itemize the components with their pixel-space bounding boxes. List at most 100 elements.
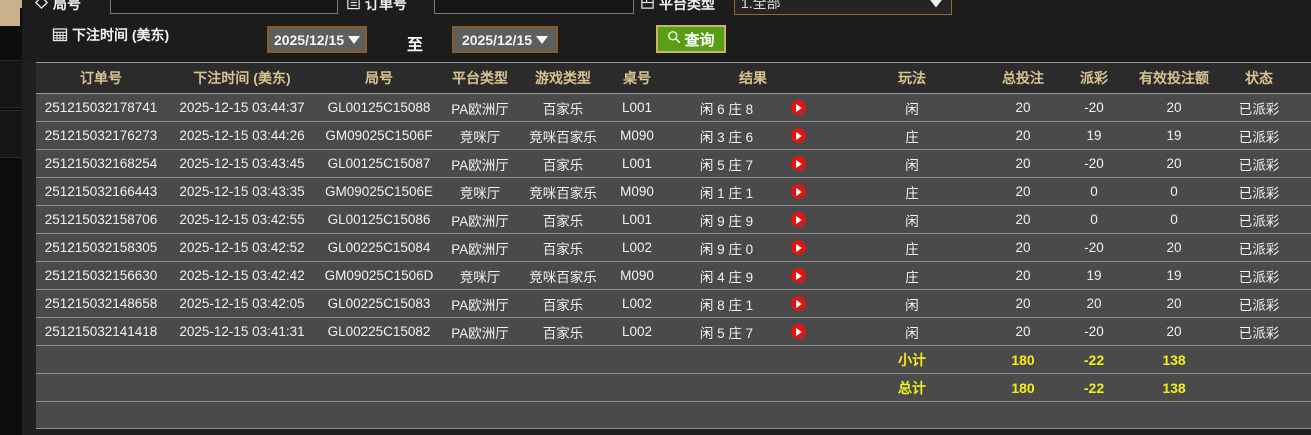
empty-cell (838, 401, 986, 429)
cell-valid-bet: 20 (1128, 149, 1220, 178)
col-header-status[interactable]: 状态 (1220, 62, 1298, 94)
play-result-icon[interactable] (791, 156, 807, 171)
cell-table-no: L001 (606, 205, 668, 234)
cell-platform: PA欧洲厅 (440, 289, 520, 318)
cell-order-no: 251215032148658 (36, 289, 166, 318)
col-header-valid-bet[interactable]: 有效投注额 (1128, 62, 1220, 94)
cell-total-bet: 20 (986, 205, 1060, 234)
summary-spacer-cell (668, 345, 838, 374)
col-header-game-type[interactable]: 游戏类型 (520, 62, 606, 94)
cell-round-no: GL00225C15084 (318, 233, 440, 262)
table-row[interactable]: 251215032176273 2025-12-15 03:44:26 GM0902… (36, 121, 1311, 150)
cell-game-type: 百家乐 (520, 233, 606, 262)
result-text: 闲 9 庄 9 (699, 213, 754, 229)
cell-table-no: M090 (606, 121, 668, 150)
col-header-bet-time[interactable]: 下注时间 (美东) (166, 62, 318, 94)
order-no-label-group: 订单号 (346, 0, 407, 14)
cell-order-no: 251215032176273 (36, 121, 166, 150)
cell-game-mode: 多台 (1298, 233, 1311, 262)
play-result-icon[interactable] (791, 296, 807, 311)
cell-bet-time: 2025-12-15 03:41:31 (166, 317, 318, 346)
cell-game-type: 百家乐 (520, 149, 606, 178)
background-strip-2 (0, 110, 26, 158)
col-header-game-mode[interactable]: 游戏模式 (1298, 62, 1311, 94)
table-row[interactable]: 251215032158305 2025-12-15 03:42:52 GL0022… (36, 233, 1311, 262)
empty-cell (1298, 401, 1311, 429)
cell-status: 已派彩 (1220, 261, 1298, 290)
cell-payout: -20 (1060, 233, 1128, 262)
cell-order-no: 251215032168254 (36, 149, 166, 178)
result-text: 闲 5 庄 7 (699, 325, 754, 341)
play-result-icon[interactable] (791, 212, 807, 227)
bet-time-label-group: 下注时间 (美东) (52, 25, 169, 45)
cell-result: 闲 8 庄 1 (668, 289, 838, 318)
summary-spacer-cell (166, 373, 318, 402)
summary-spacer-cell (606, 345, 668, 374)
round-no-input[interactable] (110, 0, 338, 14)
table-row[interactable]: 251215032166443 2025-12-15 03:43:35 GM0902… (36, 177, 1311, 206)
summary-payout: -22 (1060, 373, 1128, 402)
query-button[interactable]: 查询 (656, 25, 726, 53)
cell-platform: 竞咪厅 (440, 121, 520, 150)
cell-payout: -20 (1060, 149, 1128, 178)
cell-status: 已派彩 (1220, 233, 1298, 262)
table-row[interactable]: 251215032178741 2025-12-15 03:44:37 GL0012… (36, 93, 1311, 122)
empty-cell (606, 401, 668, 429)
bet-time-label: 下注时间 (美东) (72, 27, 170, 43)
table-row[interactable]: 251215032148658 2025-12-15 03:42:05 GL0022… (36, 289, 1311, 318)
platform-type-select[interactable]: 1.全部 (734, 0, 952, 15)
table-header-row: 订单号 下注时间 (美东) 局号 平台类型 游戏类型 桌号 结果 玩法 总投注 … (36, 62, 1311, 94)
summary-spacer-cell (1298, 373, 1311, 402)
play-result-icon[interactable] (791, 128, 807, 143)
summary-spacer-cell (1220, 345, 1298, 374)
col-header-play[interactable]: 玩法 (838, 62, 986, 94)
col-header-total-bet[interactable]: 总投注 (986, 62, 1060, 94)
table-row[interactable]: 251215032156630 2025-12-15 03:42:42 GM0902… (36, 261, 1311, 290)
date-to-picker[interactable]: 2025/12/15 (452, 26, 558, 53)
cell-valid-bet: 20 (1128, 289, 1220, 318)
cell-platform: 竞咪厅 (440, 261, 520, 290)
cell-valid-bet: 20 (1128, 233, 1220, 262)
date-to-value: 2025/12/15 (461, 31, 533, 48)
col-header-order-no[interactable]: 订单号 (36, 62, 166, 94)
cell-game-type: 百家乐 (520, 317, 606, 346)
cell-table-no: L002 (606, 317, 668, 346)
cell-valid-bet: 0 (1128, 177, 1220, 206)
cell-game-mode: 多台 (1298, 149, 1311, 178)
empty-cell (986, 401, 1060, 429)
query-button-label: 查询 (684, 31, 715, 49)
table-row[interactable]: 251215032141418 2025-12-15 03:41:31 GL0022… (36, 317, 1311, 346)
play-result-icon[interactable] (791, 268, 807, 283)
cell-total-bet: 20 (986, 261, 1060, 290)
cell-game-mode: 多台 (1298, 121, 1311, 150)
corner-accent (0, 0, 20, 26)
play-result-icon[interactable] (791, 100, 807, 115)
cell-bet-time: 2025-12-15 03:42:55 (166, 205, 318, 234)
empty-cell (166, 401, 318, 429)
col-header-round-no[interactable]: 局号 (318, 62, 440, 94)
order-no-input[interactable] (434, 0, 634, 14)
col-header-result[interactable]: 结果 (668, 62, 838, 94)
cell-play: 闲 (838, 317, 986, 346)
col-header-payout[interactable]: 派彩 (1060, 62, 1128, 94)
summary-spacer-cell (1298, 345, 1311, 374)
play-result-icon[interactable] (791, 184, 807, 199)
cell-bet-time: 2025-12-15 03:42:05 (166, 289, 318, 318)
cell-valid-bet: 20 (1128, 317, 1220, 346)
cell-game-mode: 多台 (1298, 177, 1311, 206)
play-result-icon[interactable] (791, 324, 807, 339)
table-row[interactable]: 251215032158706 2025-12-15 03:42:55 GL0012… (36, 205, 1311, 234)
cell-total-bet: 20 (986, 93, 1060, 122)
col-header-platform[interactable]: 平台类型 (440, 62, 520, 94)
play-result-icon[interactable] (791, 240, 807, 255)
empty-cell (1060, 401, 1128, 429)
summary-total-bet: 180 (986, 373, 1060, 402)
platform-type-value: 1.全部 (741, 0, 781, 11)
table-row[interactable]: 251215032168254 2025-12-15 03:43:45 GL0012… (36, 149, 1311, 178)
empty-cell (36, 401, 166, 429)
col-header-table-no[interactable]: 桌号 (606, 62, 668, 94)
date-from-picker[interactable]: 2025/12/15 (267, 26, 367, 53)
cell-table-no: M090 (606, 261, 668, 290)
diamond-icon (34, 0, 49, 13)
